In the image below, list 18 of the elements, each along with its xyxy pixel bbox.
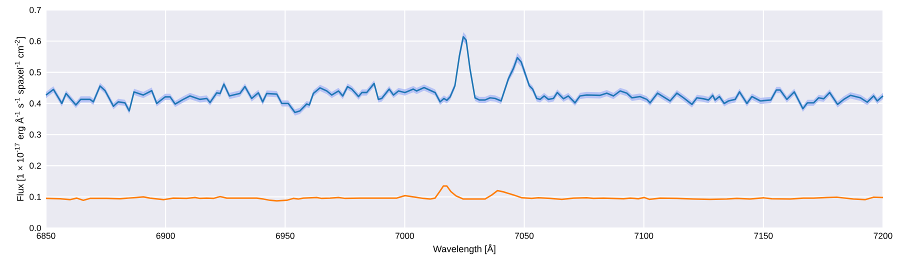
x-tick-label: 7150 xyxy=(754,232,773,239)
y-tick-label: 0.6 xyxy=(30,38,41,44)
y-tick-label: 0.3 xyxy=(30,132,41,138)
y-tick-label: 0.2 xyxy=(30,162,41,169)
x-axis-title: Wavelength [Å] xyxy=(433,244,496,254)
y-tick-label: 0.7 xyxy=(30,6,41,14)
x-tick-label: 7050 xyxy=(515,232,534,239)
x-tick-label: 7000 xyxy=(396,232,414,239)
y-tick-label: 0.1 xyxy=(30,194,41,200)
y-tick-label: 0.4 xyxy=(30,100,42,106)
text: Flux [1 × 10$^{-17}$ erg Å$^{-1}$ s$^{-1}$ spaxel$^{-1}$ cm$^{-2}$] xyxy=(14,37,26,201)
x-tick-label: 6850 xyxy=(36,232,56,239)
x-tick-label: 6900 xyxy=(156,232,175,239)
x-tick-label: 6950 xyxy=(276,232,294,239)
x-tick-label: 7100 xyxy=(634,232,654,239)
y-tick-label: 0.5 xyxy=(30,69,41,76)
x-tick-label: 7200 xyxy=(874,232,892,239)
y-tick-label: 0.0 xyxy=(30,224,41,232)
